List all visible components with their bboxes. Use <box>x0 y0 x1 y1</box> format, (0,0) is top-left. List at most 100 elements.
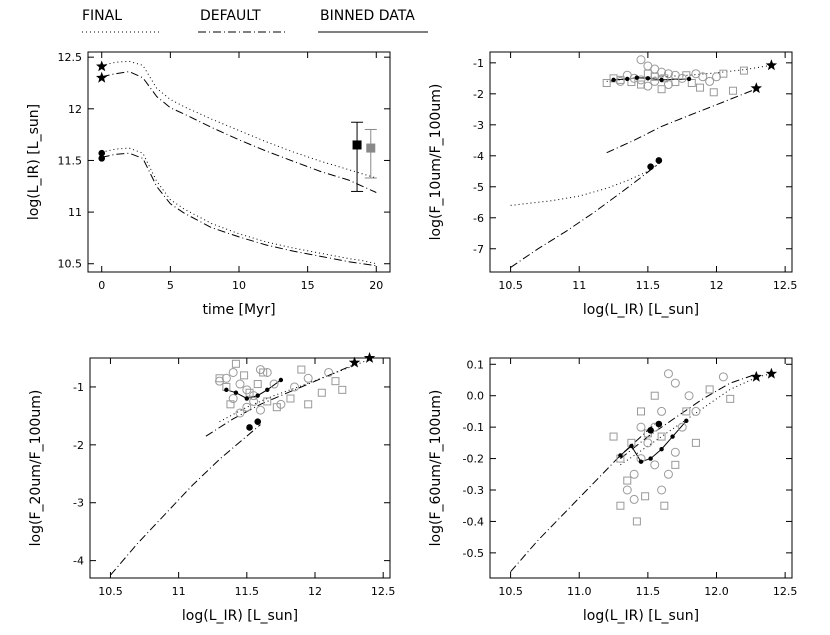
x-tick-label: 12 <box>710 279 724 292</box>
data-circle <box>242 402 252 412</box>
y-tick-label: 0.1 <box>467 358 485 371</box>
series-line-solid <box>226 379 282 400</box>
panel-luminosity-vs-time: 0 5 10 15 20 10.5 11 11.5 12 12.5 time [Myr] log(L_… <box>26 51 391 318</box>
binned-point <box>638 459 644 464</box>
binned-point <box>224 387 229 393</box>
data-circle <box>657 485 667 495</box>
series-line-dashdot <box>205 363 357 437</box>
data-circle <box>290 382 300 392</box>
data-circle <box>262 367 272 377</box>
data-circle <box>636 422 646 432</box>
data-circle <box>324 367 334 377</box>
y-axis-label: log(F_20um/F_100um) <box>28 390 44 547</box>
y-tick-label: 12.5 <box>58 51 83 64</box>
panel-f60-f100-vs-lir: 10.5 11.0 11.5 12.0 12.5 0.1 0.0 -0.1 -0.2 -0.3 -0… <box>428 357 797 624</box>
model-dot <box>246 424 253 431</box>
series-line-dashdot <box>110 424 261 576</box>
data-square <box>297 365 306 374</box>
data-circle <box>235 408 245 418</box>
binned-point <box>255 393 260 398</box>
data-circle <box>255 405 265 415</box>
legend-binned-label: BINNED DATA <box>320 8 415 24</box>
data-circle <box>650 460 660 470</box>
y-tick-label: -5 <box>473 181 484 194</box>
data-circle <box>643 81 653 91</box>
series-line-solid <box>613 77 690 81</box>
series-line-dashdot <box>510 160 662 268</box>
data-circle <box>698 72 708 82</box>
series-line-dotted <box>510 161 662 206</box>
data-square <box>317 388 326 397</box>
data-square <box>240 371 249 380</box>
x-tick-label: 11.5 <box>636 585 661 598</box>
y-tick-label: -4 <box>473 150 484 163</box>
y-axis-label: log(F_60um/F_100um) <box>428 390 444 547</box>
x-tick-label: 10.5 <box>98 585 123 598</box>
model-dot <box>655 420 663 428</box>
data-square <box>253 380 262 389</box>
legend-default: DEFAULT <box>198 8 288 33</box>
data-square <box>602 78 611 87</box>
legend-final: FINAL <box>82 8 162 33</box>
data-square <box>705 385 714 394</box>
binned-point <box>659 446 664 452</box>
star-marker <box>96 71 108 83</box>
model-dot <box>647 426 654 434</box>
data-circle <box>670 447 680 457</box>
data-circle <box>615 76 625 86</box>
data-square <box>637 407 645 416</box>
y-axis-label: log(F_10um/F_100um) <box>428 84 444 241</box>
star-marker <box>765 367 778 379</box>
y-tick-label: -1 <box>73 381 84 394</box>
data-square <box>726 394 735 403</box>
series-line-dashdot <box>101 71 377 193</box>
binned-point <box>634 75 640 80</box>
y-axis-label: log(L_IR) [L_sun] <box>26 104 42 220</box>
plot-frame <box>87 51 391 273</box>
x-axis-label: log(L_IR) [L_sun] <box>182 608 298 624</box>
x-tick-label: 12.5 <box>773 279 798 292</box>
data-square <box>231 359 240 368</box>
legend: FINAL DEFAULT BINNED DATA <box>82 8 428 33</box>
data-square <box>632 517 641 526</box>
x-tick-label: 10.5 <box>498 279 523 292</box>
x-tick-label: 0 <box>98 279 105 292</box>
data-square <box>657 85 666 94</box>
data-circle <box>228 367 238 377</box>
x-axis-label: time [Myr] <box>202 302 275 318</box>
data-circle <box>657 67 667 77</box>
x-tick-label: 11 <box>172 585 186 598</box>
data-circle <box>629 494 639 504</box>
y-tick-label: -2 <box>473 88 484 101</box>
data-square <box>687 78 696 87</box>
data-circle <box>663 69 673 79</box>
y-tick-label: -7 <box>473 243 484 256</box>
x-tick-label: 11 <box>572 279 586 292</box>
data-square <box>650 391 659 400</box>
x-axis-label: log(L_IR) [L_sun] <box>583 608 699 624</box>
data-circle <box>663 469 673 479</box>
model-dot <box>98 155 106 162</box>
data-square <box>338 385 347 394</box>
data-square <box>641 492 650 501</box>
star-marker <box>750 370 762 382</box>
series-line-dashdot <box>510 423 656 573</box>
data-square <box>259 368 268 377</box>
data-circle <box>622 485 632 495</box>
series-line-dotted <box>101 147 377 265</box>
data-square <box>709 88 718 97</box>
series-line-dashdot <box>620 373 758 459</box>
data-circle <box>663 80 673 90</box>
y-tick-label: -0.5 <box>463 547 484 560</box>
x-tick-label: 10 <box>232 279 246 292</box>
model-dot <box>647 163 654 170</box>
binned-point <box>684 418 689 424</box>
data-circle <box>670 378 680 388</box>
data-square <box>691 438 700 447</box>
binned-point <box>670 434 675 439</box>
data-circle <box>677 422 687 432</box>
y-tick-label: 10.5 <box>58 258 83 271</box>
binned-point <box>244 396 250 401</box>
data-square <box>739 66 748 75</box>
x-tick-label: 15 <box>301 279 315 292</box>
